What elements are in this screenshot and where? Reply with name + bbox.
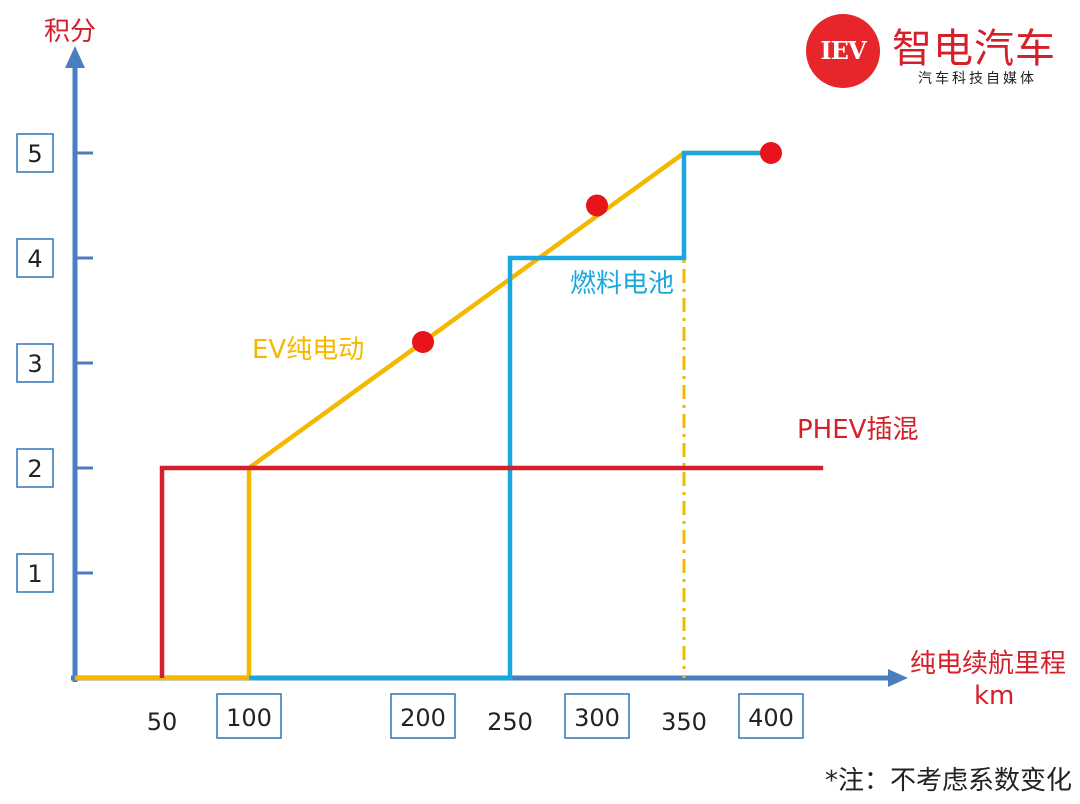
y-tick-label: 2 <box>27 455 42 483</box>
x-tick-label: 250 <box>487 708 533 736</box>
x-tick-box <box>390 693 456 739</box>
y-axis-arrow-icon <box>65 46 85 68</box>
series-marker <box>412 331 434 353</box>
series-line-phev <box>159 465 824 678</box>
series-marker <box>760 142 782 164</box>
axes: 1 2 3 4 5 50 100 200 250 300 350 400 <box>16 46 908 739</box>
x-tick-box <box>216 693 282 739</box>
series-line-fuel-cell <box>249 150 771 681</box>
y-tick-box <box>16 448 54 488</box>
x-axis-arrow-icon <box>888 669 908 687</box>
y-tick-label: 1 <box>27 560 42 588</box>
series-label-ev: EV纯电动 <box>252 335 364 365</box>
x-axis-unit: km <box>974 681 1014 711</box>
y-tick-box <box>16 238 54 278</box>
x-tick-label: 100 <box>226 704 272 732</box>
x-tick-label: 300 <box>574 704 620 732</box>
series-label-phev: PHEV插混 <box>797 415 918 445</box>
series-line-ev <box>75 150 771 681</box>
x-tick-label: 50 <box>147 708 178 736</box>
iev-logo-icon: IEV <box>806 14 880 88</box>
y-tick-box <box>16 553 54 593</box>
x-tick-box <box>738 693 804 739</box>
y-tick-box <box>16 133 54 173</box>
x-tick-label: 350 <box>661 708 707 736</box>
x-tick-box <box>564 693 630 739</box>
series-markers <box>412 142 782 353</box>
series-label-fuel-cell: 燃料电池 <box>570 269 674 299</box>
y-axis-title: 积分 <box>44 17 96 47</box>
x-tick-label: 400 <box>748 704 794 732</box>
series-marker <box>586 194 608 217</box>
brand-logo: IEV 智电汽车 汽车科技自媒体 <box>806 14 1076 94</box>
brand-tagline: 汽车科技自媒体 <box>918 71 1037 87</box>
brand-name: 智电汽车 <box>892 26 1056 72</box>
x-axis-title: 纯电续航里程 <box>910 649 1066 679</box>
y-tick-box <box>16 343 54 383</box>
footnote: *注：不考虑系数变化 <box>824 766 1072 796</box>
y-tick-label: 5 <box>27 140 42 168</box>
labels: 积分 纯电续航里程 km EV纯电动 燃料电池 PHEV插混 <box>44 17 1066 711</box>
y-tick-label: 3 <box>27 350 42 378</box>
y-tick-label: 4 <box>27 245 42 273</box>
x-tick-label: 200 <box>400 704 446 732</box>
series-lines <box>75 150 824 681</box>
